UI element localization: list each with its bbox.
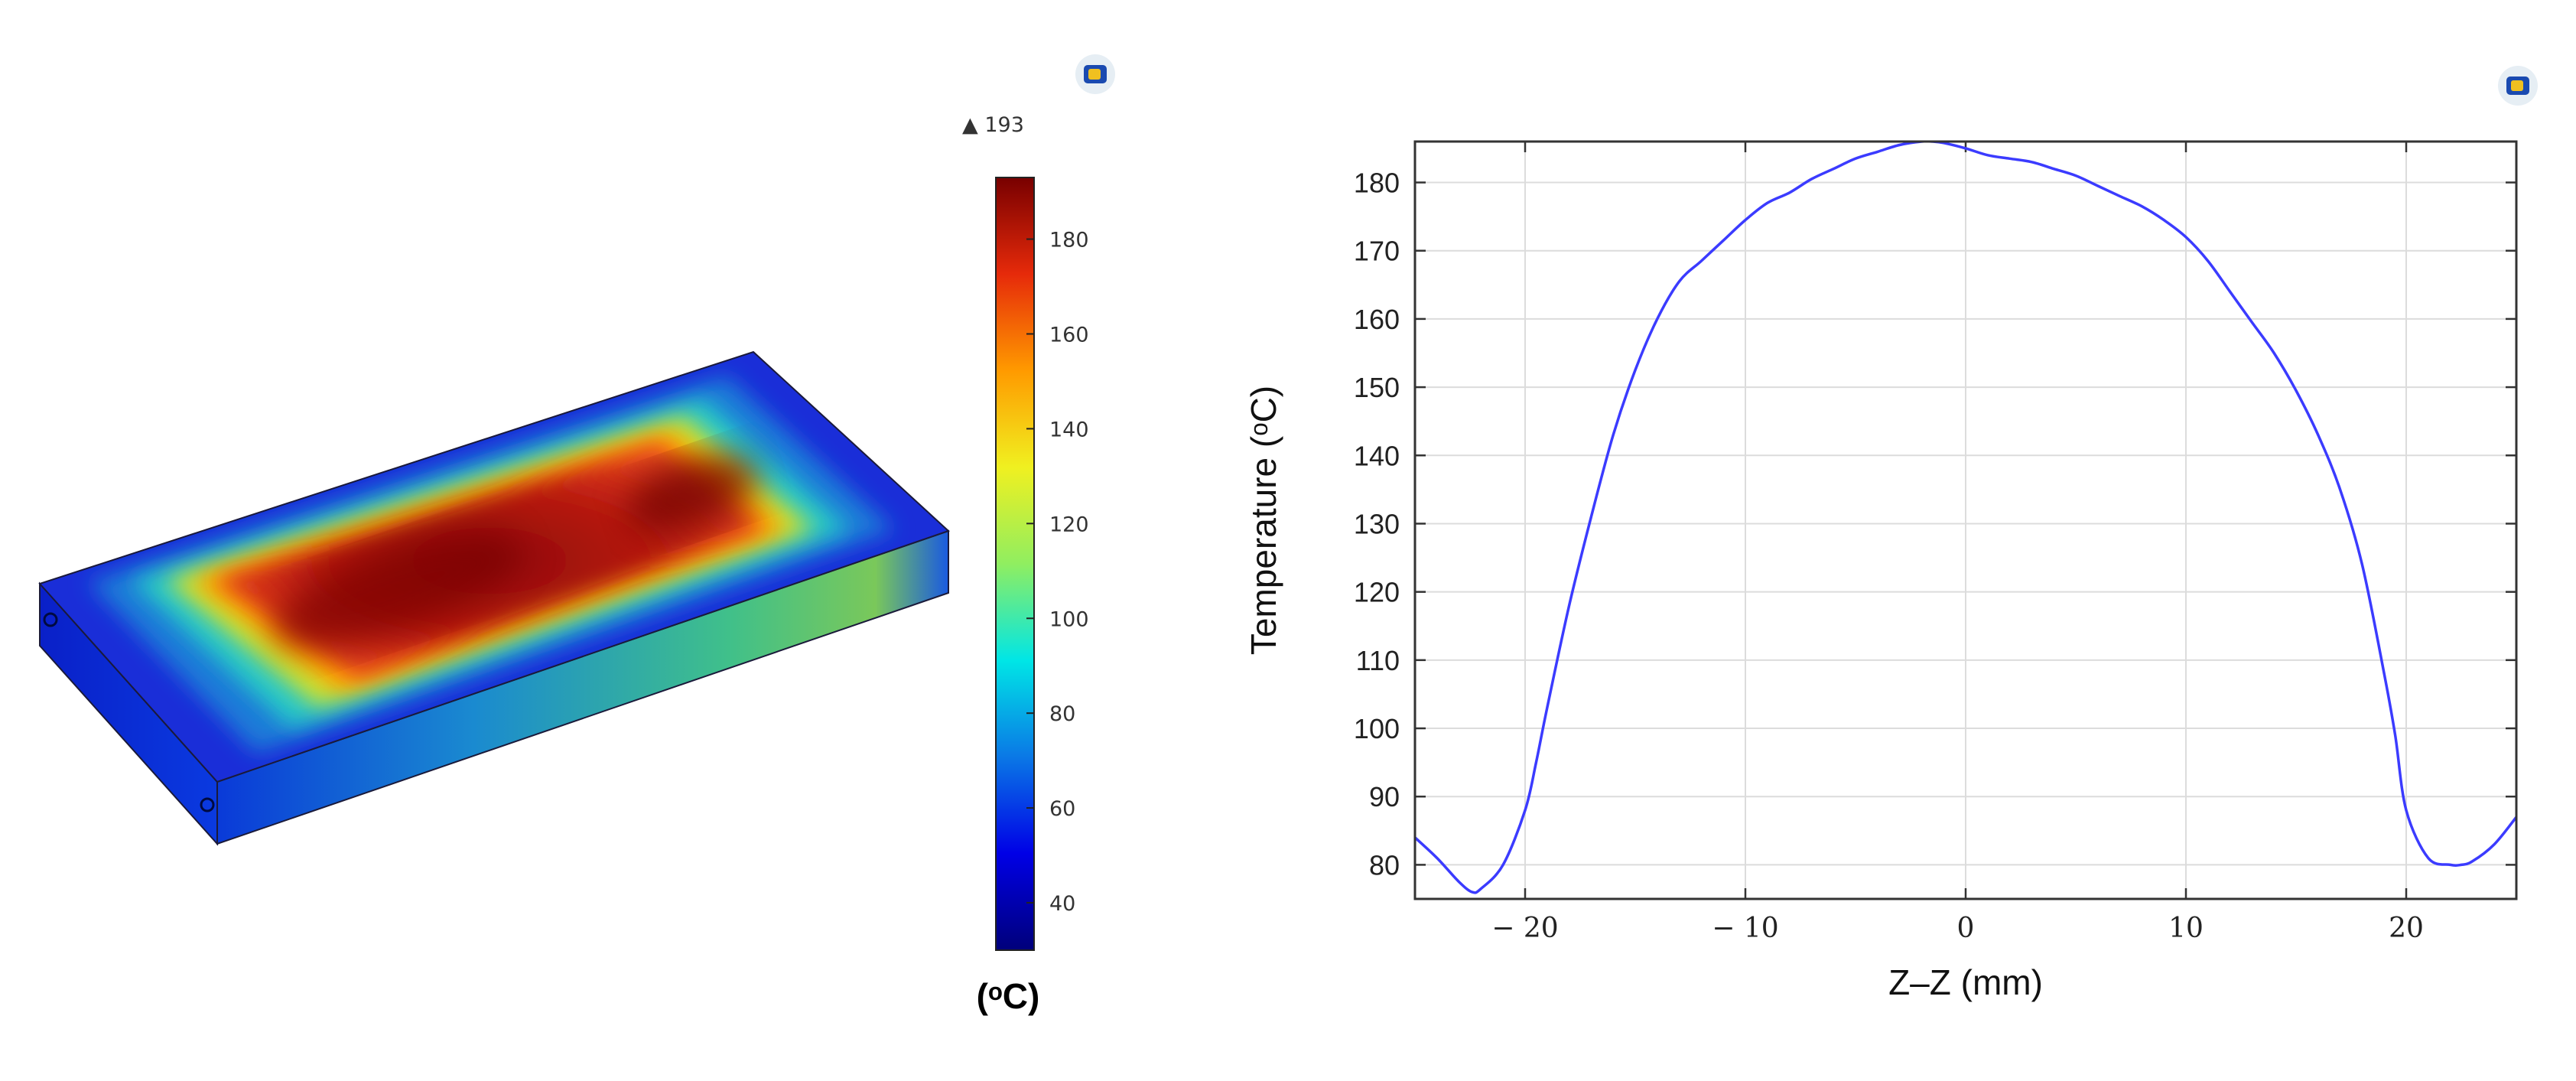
y-tick-label: 90 bbox=[1369, 781, 1400, 812]
y-tick-label: 110 bbox=[1356, 645, 1400, 676]
plot-frame bbox=[1413, 140, 2518, 900]
y-tick-label: 120 bbox=[1354, 577, 1400, 608]
temperature-field-3d-plot bbox=[38, 350, 950, 846]
colorbar-tick-label: 160 bbox=[1049, 323, 1089, 347]
block-top-face bbox=[40, 352, 948, 782]
colorbar-tick-label: 140 bbox=[1049, 418, 1089, 441]
grid-lines bbox=[1415, 142, 2516, 899]
temperature-series-line bbox=[1415, 142, 2516, 894]
y-tick-label: 130 bbox=[1354, 508, 1400, 539]
y-tick-label: 180 bbox=[1354, 168, 1400, 199]
colorbar-gradient bbox=[995, 177, 1035, 951]
colorbar-tick-label: 80 bbox=[1049, 702, 1075, 726]
colorbar-tick-label: 180 bbox=[1049, 229, 1089, 252]
comsol-logo-icon bbox=[2498, 66, 2538, 106]
y-tick-label: 80 bbox=[1369, 849, 1400, 881]
colorbar-tick-label: 120 bbox=[1049, 513, 1089, 536]
x-tick-label: 20 bbox=[2389, 913, 2424, 944]
y-tick-label: 140 bbox=[1354, 440, 1400, 471]
x-tick-label: − 20 bbox=[1491, 913, 1558, 944]
y-tick-label: 160 bbox=[1354, 304, 1400, 335]
x-tick-label: − 10 bbox=[1712, 913, 1778, 944]
colorbar-tick-label: 40 bbox=[1049, 892, 1075, 916]
y-tick-label: 150 bbox=[1354, 372, 1400, 403]
hole-marker bbox=[43, 612, 58, 627]
y-tick-label: 100 bbox=[1354, 713, 1400, 744]
y-axis-title: Temperature (ᵒC) bbox=[1244, 386, 1283, 655]
x-tick-label: 10 bbox=[2168, 913, 2204, 944]
temperature-profile-chart: − 20 − 10 0 10 20 80 90 100 110 120 130 140 150 160 17… bbox=[1244, 140, 2518, 1002]
colorbar: ▲ 193 180 160 140 120 100 80 60 40 (ᵒC) bbox=[962, 113, 1089, 1016]
hole-marker bbox=[200, 797, 215, 812]
colorbar-tick-label: 100 bbox=[1049, 607, 1089, 631]
colorbar-max-label: ▲ 193 bbox=[962, 113, 1024, 137]
x-axis-title: Z–Z (mm) bbox=[1888, 962, 2043, 1002]
colorbar-unit-label: (ᵒC) bbox=[977, 976, 1040, 1016]
colorbar-tick-label: 60 bbox=[1049, 797, 1075, 821]
y-tick-label: 170 bbox=[1354, 236, 1400, 267]
comsol-logo-icon bbox=[1075, 54, 1115, 94]
x-tick-label: 0 bbox=[1957, 913, 1975, 944]
